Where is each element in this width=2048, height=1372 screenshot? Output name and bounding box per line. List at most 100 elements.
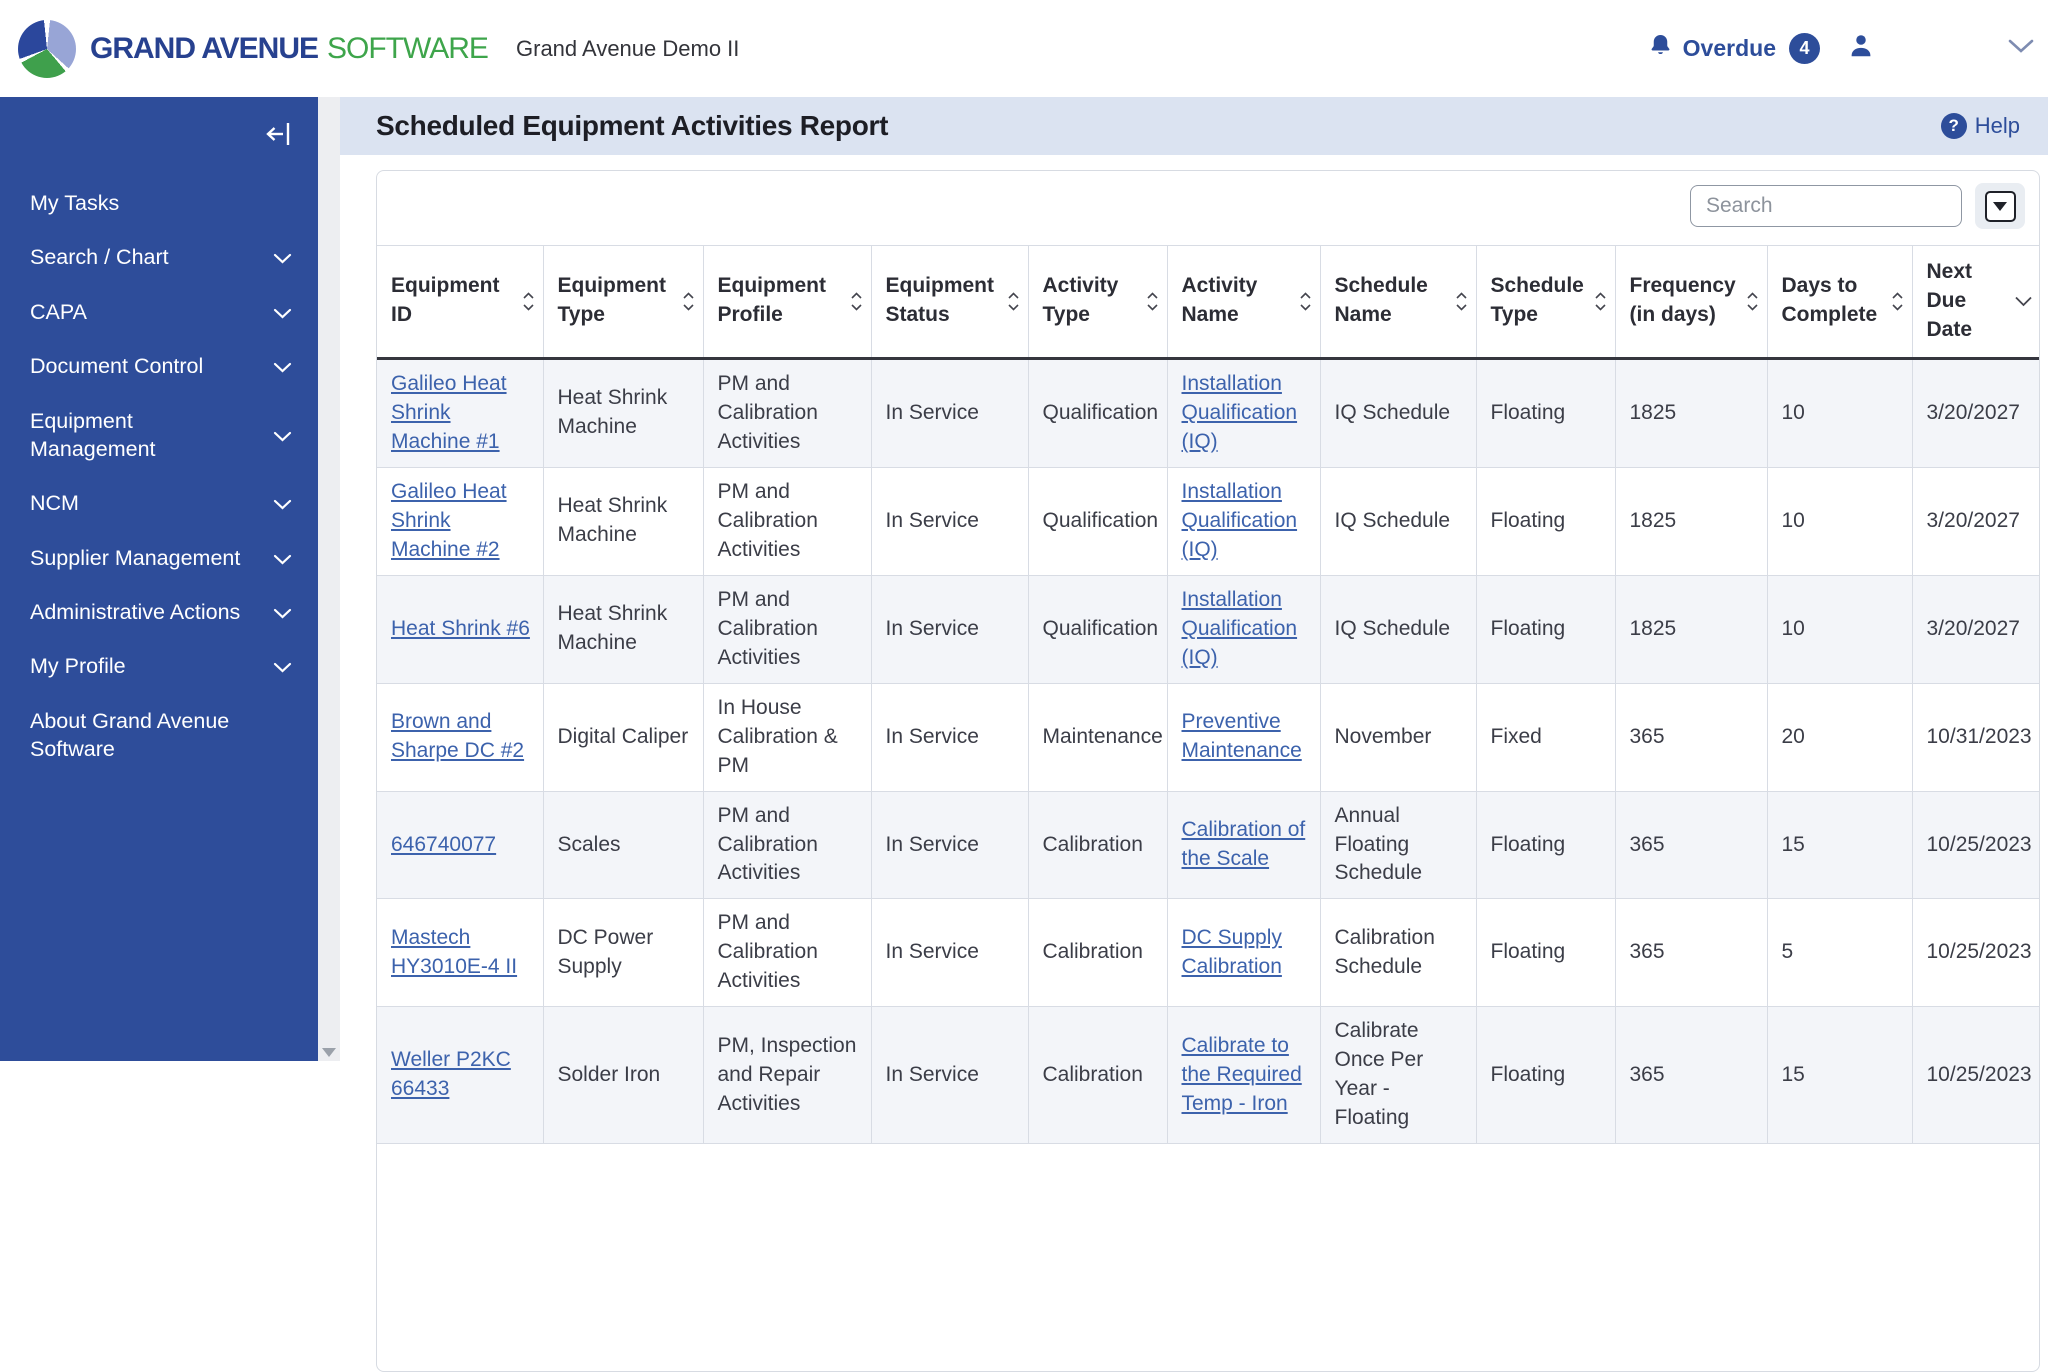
sidebar-item-label: Administrative Actions — [30, 600, 241, 624]
header-expand-button[interactable] — [2008, 39, 2034, 59]
cell-schedule_name: Annual Floating Schedule — [1320, 791, 1477, 900]
column-header-schedule-name[interactable]: Schedule Name — [1320, 245, 1477, 360]
equipment-link[interactable]: Heat Shrink #6 — [391, 616, 530, 640]
cell-next_due_date: 10/25/2023 — [1912, 898, 2039, 1008]
table-row: Galileo Heat Shrink Machine #2 Heat Shrin… — [377, 467, 2039, 576]
vertical-scrollbar[interactable] — [318, 97, 340, 1061]
equipment-link[interactable]: Brown and Sharpe DC #2 — [391, 710, 525, 763]
activity-link[interactable]: Preventive Maintenance — [1181, 710, 1302, 763]
report-card: Equipment ID Equipment Type Equipment Prof… — [376, 170, 2040, 1372]
table-row: Galileo Heat Shrink Machine #1 Heat Shrin… — [377, 358, 2039, 468]
cell-activity_name: Installation Qualification (IQ) — [1167, 575, 1321, 684]
sidebar-item-label: My Tasks — [30, 191, 120, 215]
help-link[interactable]: ? Help — [1940, 113, 2020, 139]
brand-name-secondary: SOFTWARE — [327, 31, 489, 65]
sidebar-item-document-control[interactable]: Document Control — [0, 339, 318, 393]
cell-equipment_status: In Service — [871, 791, 1029, 900]
sidebar-item-administrative-actions[interactable]: Administrative Actions — [0, 585, 318, 639]
activity-link[interactable]: DC Supply Calibration — [1181, 925, 1282, 978]
activity-link[interactable]: Calibration of the Scale — [1181, 818, 1306, 870]
column-header-equipment-id[interactable]: Equipment ID — [377, 245, 544, 360]
chevron-down-icon — [273, 243, 292, 271]
brand-logo[interactable]: GRAND AVENUE SOFTWARE — [18, 19, 489, 78]
sidebar-item-about-grand-avenue-software[interactable]: About Grand Avenue Software — [0, 694, 318, 777]
scheduled-activities-table: Equipment ID Equipment Type Equipment Prof… — [377, 245, 2039, 1145]
column-header-activity-type[interactable]: Activity Type — [1028, 245, 1168, 360]
environment-title: Grand Avenue Demo II — [516, 35, 740, 61]
cell-equipment_type: Digital Caliper — [543, 683, 704, 792]
sidebar-item-equipment-management[interactable]: Equipment Management — [0, 394, 318, 477]
cell-equipment_profile: PM and Calibration Activities — [703, 791, 872, 900]
sidebar-item-my-profile[interactable]: My Profile — [0, 639, 318, 693]
equipment-link[interactable]: Weller P2KC 66433 — [391, 1048, 511, 1101]
table-row: Mastech HY3010E-4 II DC Power Supply PM an… — [377, 898, 2039, 1008]
chevron-down-icon — [273, 598, 292, 626]
sort-icon — [1299, 292, 1312, 311]
cell-activity_name: Calibration of the Scale — [1167, 791, 1321, 900]
column-header-frequency-in-days[interactable]: Frequency (in days) — [1615, 245, 1768, 360]
activity-link[interactable]: Installation Qualification (IQ) — [1181, 587, 1298, 669]
sidebar-item-label: CAPA — [30, 299, 87, 324]
cell-days_to_complete: 20 — [1767, 683, 1913, 792]
sidebar-item-my-tasks[interactable]: My Tasks — [0, 176, 318, 230]
column-header-activity-name[interactable]: Activity Name — [1167, 245, 1321, 360]
activity-link[interactable]: Calibrate to the Required Temp - Iron — [1181, 1033, 1302, 1115]
header-actions: Overdue 4 — [1647, 31, 2048, 66]
sidebar-item-supplier-management[interactable]: Supplier Management — [0, 531, 318, 585]
collapse-sidebar-button[interactable] — [264, 119, 292, 154]
cell-activity_type: Maintenance — [1028, 683, 1168, 792]
user-menu-button[interactable] — [1846, 31, 1876, 66]
table-options-button[interactable] — [1975, 183, 2025, 229]
main-content: Scheduled Equipment Activities Report ? … — [340, 97, 2048, 1372]
sort-icon — [1891, 292, 1904, 311]
equipment-link[interactable]: Galileo Heat Shrink Machine #1 — [391, 371, 507, 453]
equipment-link[interactable]: 646740077 — [391, 832, 497, 856]
column-label: Equipment Type — [557, 274, 667, 327]
cell-equipment_profile: In House Calibration & PM — [703, 683, 872, 792]
activity-link[interactable]: Installation Qualification (IQ) — [1181, 371, 1298, 453]
cell-equipment_profile: PM, Inspection and Repair Activities — [703, 1006, 872, 1145]
column-header-days-to-complete[interactable]: Days to Complete — [1767, 245, 1913, 360]
scroll-down-arrow-icon[interactable] — [322, 1048, 336, 1057]
table-row: Heat Shrink #6 Heat Shrink Machine PM and … — [377, 575, 2039, 684]
column-header-equipment-profile[interactable]: Equipment Profile — [703, 245, 872, 360]
cell-frequency_in_days: 365 — [1615, 1006, 1768, 1145]
cell-equipment_id: Weller P2KC 66433 — [377, 1006, 544, 1145]
equipment-link[interactable]: Galileo Heat Shrink Machine #2 — [391, 479, 507, 561]
overdue-notifications-button[interactable]: Overdue 4 — [1647, 32, 1820, 65]
sidebar-item-label: Supplier Management — [30, 545, 241, 570]
cell-equipment_status: In Service — [871, 467, 1029, 576]
sidebar-item-search-chart[interactable]: Search / Chart — [0, 230, 318, 284]
cell-schedule_type: Floating — [1476, 575, 1616, 684]
activity-link[interactable]: Installation Qualification (IQ) — [1181, 479, 1298, 561]
table-toolbar — [377, 171, 2039, 245]
cell-equipment_profile: PM and Calibration Activities — [703, 575, 872, 684]
column-header-equipment-status[interactable]: Equipment Status — [871, 245, 1029, 360]
page-title-bar: Scheduled Equipment Activities Report ? … — [340, 97, 2048, 155]
table-body: Galileo Heat Shrink Machine #1 Heat Shrin… — [377, 358, 2039, 1145]
column-header-schedule-type[interactable]: Schedule Type — [1476, 245, 1616, 360]
sidebar-item-label: About Grand Avenue Software — [30, 708, 230, 762]
sort-icon — [1455, 292, 1468, 311]
sidebar-item-capa[interactable]: CAPA — [0, 285, 318, 339]
dropdown-arrow-icon — [1984, 190, 2016, 222]
column-header-equipment-type[interactable]: Equipment Type — [543, 245, 704, 360]
column-label: Days to Complete — [1781, 274, 1878, 327]
cell-schedule_type: Floating — [1476, 358, 1616, 468]
search-input[interactable] — [1690, 185, 1962, 227]
sort-icon — [1594, 292, 1607, 311]
cell-days_to_complete: 5 — [1767, 898, 1913, 1008]
cell-equipment_type: Solder Iron — [543, 1006, 704, 1145]
column-header-next-due-date[interactable]: Next Due Date — [1912, 245, 2039, 360]
equipment-link[interactable]: Mastech HY3010E-4 II — [391, 925, 518, 978]
chevron-down-icon — [273, 544, 292, 572]
brand-name-primary: GRAND AVENUE — [90, 31, 319, 65]
cell-frequency_in_days: 1825 — [1615, 467, 1768, 576]
sidebar-item-ncm[interactable]: NCM — [0, 476, 318, 530]
top-header: GRAND AVENUE SOFTWARE Grand Avenue Demo … — [0, 0, 2048, 97]
cell-schedule_type: Floating — [1476, 467, 1616, 576]
cell-frequency_in_days: 1825 — [1615, 575, 1768, 684]
cell-activity_name: Preventive Maintenance — [1167, 683, 1321, 792]
cell-activity_name: DC Supply Calibration — [1167, 898, 1321, 1008]
sort-icon — [1146, 292, 1159, 311]
